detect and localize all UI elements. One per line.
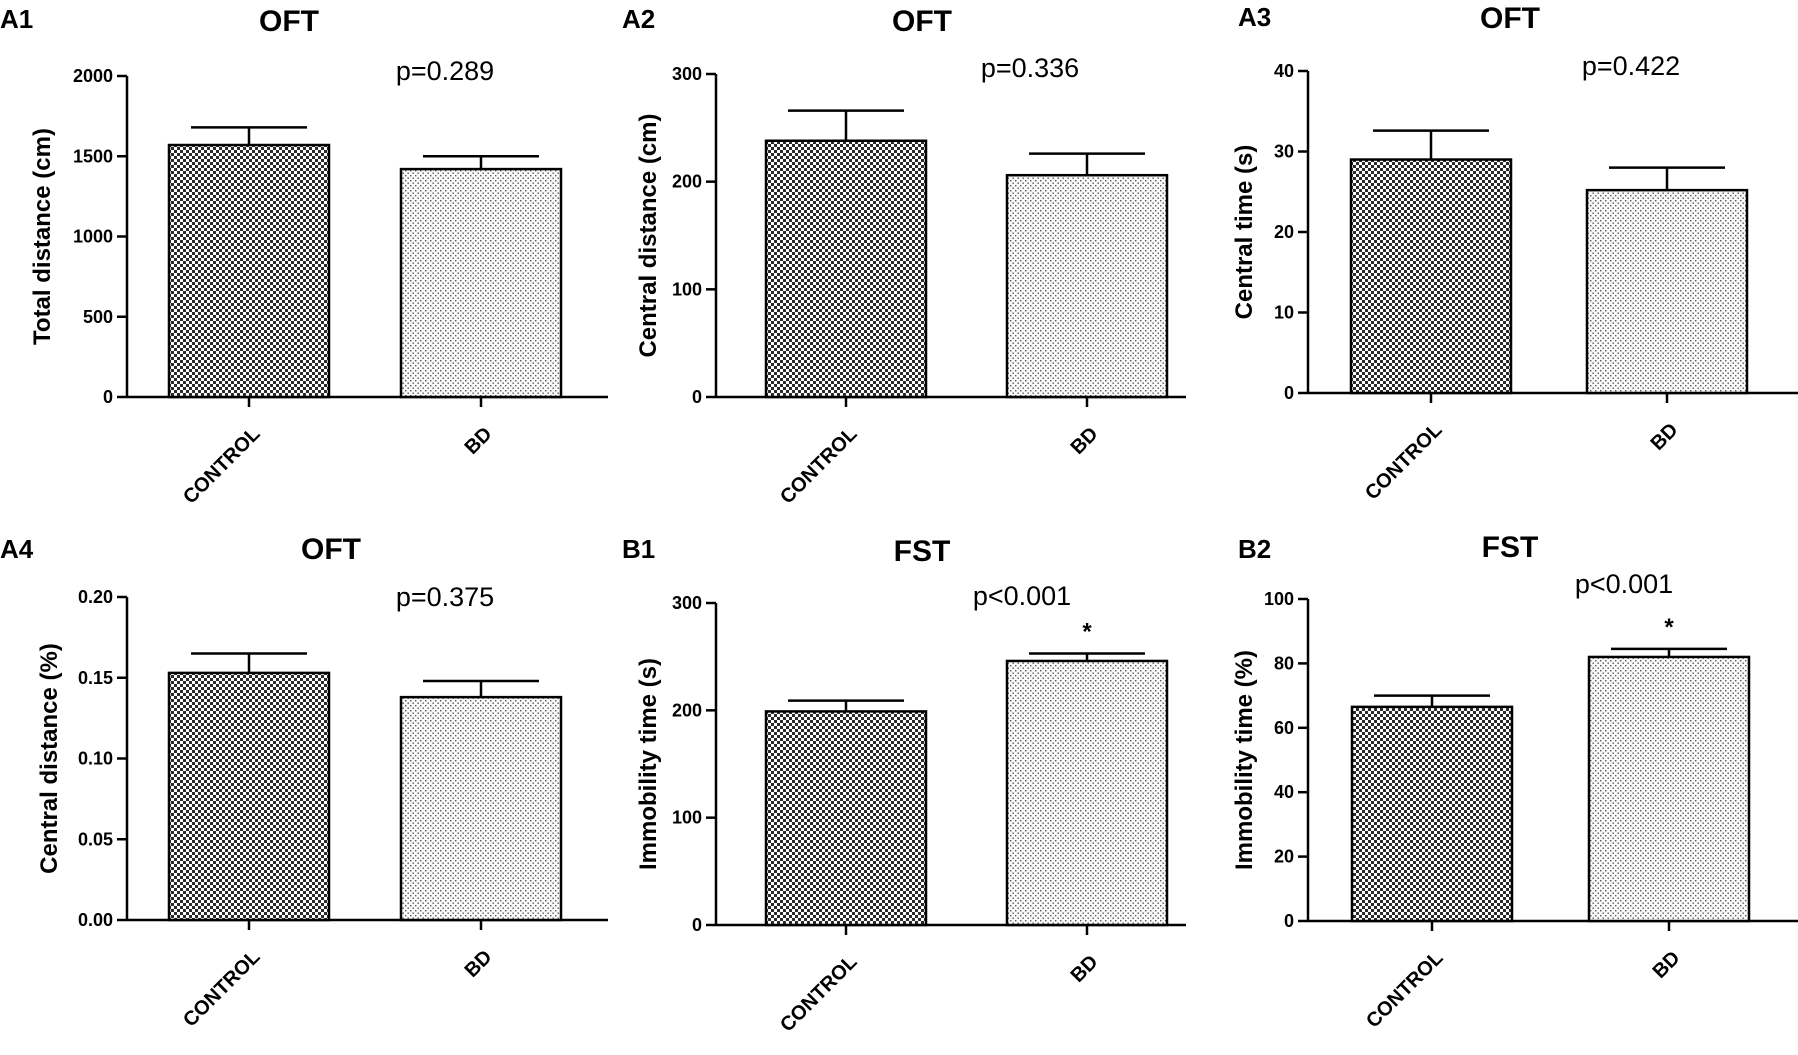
chart-title: OFT	[892, 5, 952, 38]
bar-control	[1350, 705, 1514, 923]
bar-control	[167, 671, 331, 922]
x-tick-label-control: CONTROL	[776, 951, 861, 1036]
bar-control	[764, 710, 928, 927]
x-tick-label-bd: BD	[1067, 951, 1103, 987]
chart-panel-b1: B1 FST Immobility time (s) 0 100 200 300 CONTRO…	[622, 534, 1186, 1036]
bar-bd	[1587, 655, 1751, 923]
x-tick-label-control: CONTROL	[1361, 419, 1446, 504]
significance-star: *	[1664, 614, 1674, 641]
y-tick-label: 500	[83, 307, 113, 327]
y-tick-label: 80	[1274, 653, 1294, 673]
panel-label: A1	[0, 4, 33, 34]
bar-bd	[399, 167, 563, 399]
y-tick-label: 100	[1264, 589, 1294, 609]
chart-panel-a2: A2 OFT Central distance (cm) 0 100 200 300 CONT…	[622, 4, 1186, 508]
y-tick-label: 0.15	[78, 668, 113, 688]
y-tick-label: 0.05	[78, 829, 113, 849]
x-tick-label-bd: BD	[461, 946, 497, 982]
chart-panel-b2: B2 FST Immobility time (%) 0 20 40 60 80 100 CONT…	[1231, 531, 1798, 1032]
y-axis-label: Total distance (cm)	[29, 128, 56, 345]
y-axis-label: Central time (s)	[1231, 145, 1258, 320]
bar-bd	[1005, 173, 1169, 399]
y-tick-label: 0	[103, 387, 113, 407]
y-tick-label: 200	[672, 700, 702, 720]
p-value-annotation: p=0.289	[396, 56, 494, 86]
x-tick-label-bd: BD	[1649, 947, 1685, 983]
chart-panel-a4: A4 OFT Central distance (%) 0.00 0.05 0.10 0.1…	[0, 533, 608, 1031]
x-tick-label-control: CONTROL	[1362, 947, 1447, 1032]
p-value-annotation: p=0.336	[981, 53, 1079, 83]
x-tick-label-control: CONTROL	[179, 423, 264, 508]
panel-label: B1	[622, 534, 655, 564]
bar-control	[1349, 158, 1513, 395]
y-tick-label: 40	[1274, 782, 1294, 802]
p-value-annotation: p<0.001	[1575, 569, 1673, 599]
chart-title: FST	[894, 535, 951, 568]
bar-bd	[1585, 188, 1749, 395]
x-tick-label-control: CONTROL	[776, 423, 861, 508]
y-tick-label: 2000	[73, 66, 113, 86]
chart-panel-a3: A3 OFT Central time (s) 0 10 20 30 40 CONTROL BD p…	[1231, 2, 1798, 504]
chart-title: OFT	[301, 533, 361, 566]
x-tick-label-bd: BD	[1067, 423, 1103, 459]
y-tick-label: 0	[1284, 383, 1294, 403]
panel-label: A3	[1238, 2, 1271, 32]
bar-control	[764, 139, 928, 399]
y-tick-label: 0	[692, 387, 702, 407]
panel-label: A2	[622, 4, 655, 34]
y-tick-label: 0	[692, 915, 702, 935]
y-tick-label: 200	[672, 172, 702, 192]
y-tick-label: 300	[672, 64, 702, 84]
y-tick-label: 10	[1274, 303, 1294, 323]
panel-label: B2	[1238, 534, 1271, 564]
chart-title: OFT	[1480, 2, 1540, 35]
bar-control	[167, 143, 331, 399]
y-axis-label: Central distance (cm)	[635, 113, 662, 357]
y-axis-label: Central distance (%)	[36, 643, 63, 874]
y-tick-label: 40	[1274, 61, 1294, 81]
y-axis-label: Immobility time (s)	[635, 658, 662, 870]
chart-panel-a1: A1 OFT Total distance (cm) 0 500 1000 1500 2000…	[0, 4, 608, 508]
chart-title: FST	[1482, 531, 1539, 564]
y-tick-label: 20	[1274, 222, 1294, 242]
panel-label: A4	[0, 534, 34, 564]
y-tick-label: 100	[672, 279, 702, 299]
bar-bd	[399, 695, 563, 922]
chart-title: OFT	[259, 5, 319, 38]
y-tick-label: 300	[672, 593, 702, 613]
y-tick-label: 100	[672, 808, 702, 828]
y-tick-label: 1000	[73, 227, 113, 247]
y-tick-label: 30	[1274, 142, 1294, 162]
y-tick-label: 0.10	[78, 749, 113, 769]
y-tick-label: 0	[1284, 911, 1294, 931]
y-tick-label: 0.20	[78, 587, 113, 607]
y-tick-label: 60	[1274, 718, 1294, 738]
y-tick-label: 0.00	[78, 910, 113, 930]
p-value-annotation: p<0.001	[973, 581, 1071, 611]
y-axis-label: Immobility time (%)	[1231, 650, 1258, 870]
p-value-annotation: p=0.422	[1582, 51, 1680, 81]
p-value-annotation: p=0.375	[396, 582, 494, 612]
bar-bd	[1005, 659, 1169, 927]
significance-star: *	[1082, 618, 1092, 645]
x-tick-label-bd: BD	[461, 423, 497, 459]
y-tick-label: 1500	[73, 146, 113, 166]
x-tick-label-control: CONTROL	[179, 946, 264, 1031]
x-tick-label-bd: BD	[1647, 419, 1683, 455]
y-tick-label: 20	[1274, 847, 1294, 867]
